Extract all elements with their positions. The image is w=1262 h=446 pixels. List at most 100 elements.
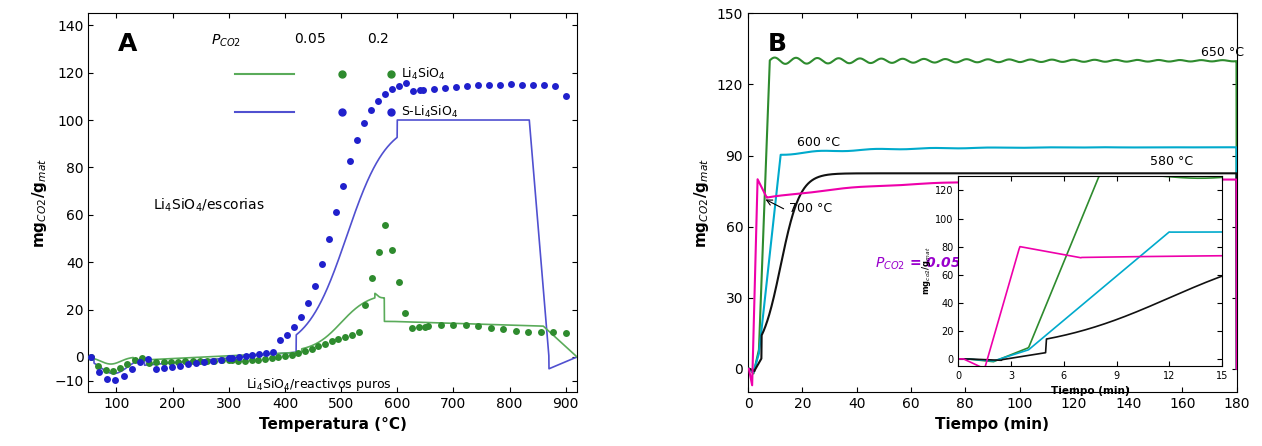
- Point: [326, 209, 346, 216]
- Point: [312, 260, 332, 268]
- Point: [443, 322, 463, 329]
- Point: [308, 343, 328, 350]
- Point: [302, 345, 322, 352]
- Point: [197, 357, 217, 364]
- Point: [348, 328, 369, 335]
- Point: [175, 358, 196, 365]
- Point: [401, 325, 422, 332]
- Point: [531, 329, 551, 336]
- Point: [434, 84, 454, 91]
- Point: [481, 324, 501, 331]
- Point: [445, 83, 466, 91]
- Point: [355, 301, 375, 309]
- X-axis label: Temperatura (°C): Temperatura (°C): [259, 417, 406, 432]
- Point: [506, 327, 526, 334]
- Point: [367, 97, 387, 104]
- Text: 650 °C: 650 °C: [1201, 46, 1244, 59]
- Point: [382, 86, 403, 93]
- Point: [555, 93, 575, 100]
- Text: $\mathit{0.05}$: $\mathit{0.05}$: [294, 33, 326, 46]
- Point: [284, 324, 304, 331]
- Point: [490, 81, 510, 88]
- Text: S-Li$_4$SiO$_4$: S-Li$_4$SiO$_4$: [401, 104, 458, 120]
- Y-axis label: mg$_{CO2}$/g$_{mat}$: mg$_{CO2}$/g$_{mat}$: [30, 158, 49, 248]
- Point: [249, 356, 269, 363]
- Point: [319, 235, 339, 243]
- Y-axis label: mg$_{CO2}$/g$_{mat}$: mg$_{CO2}$/g$_{mat}$: [693, 158, 712, 248]
- Point: [202, 357, 222, 364]
- Point: [146, 359, 167, 366]
- Point: [493, 326, 514, 333]
- Text: $\mathit{P_{CO2}}$ = 0.05: $\mathit{P_{CO2}}$ = 0.05: [875, 256, 962, 272]
- Point: [154, 364, 174, 372]
- X-axis label: Tiempo (min): Tiempo (min): [935, 417, 1050, 432]
- Point: [353, 120, 374, 127]
- Point: [81, 353, 101, 360]
- Point: [409, 324, 429, 331]
- Point: [139, 359, 159, 366]
- Point: [396, 80, 416, 87]
- Point: [204, 357, 225, 364]
- Point: [228, 357, 249, 364]
- Point: [241, 357, 261, 364]
- Point: [96, 367, 116, 374]
- Point: [339, 158, 360, 165]
- Point: [255, 355, 275, 363]
- Text: Li$_4$SiO$_4$/escorias: Li$_4$SiO$_4$/escorias: [153, 197, 265, 215]
- Point: [81, 353, 101, 360]
- Point: [456, 322, 476, 329]
- Point: [375, 91, 395, 98]
- Point: [102, 368, 122, 375]
- Point: [105, 377, 125, 384]
- Point: [413, 87, 433, 94]
- Point: [114, 372, 134, 380]
- Text: 600 °C: 600 °C: [796, 136, 840, 149]
- Point: [545, 82, 565, 89]
- Point: [382, 246, 403, 253]
- Point: [288, 349, 308, 356]
- Point: [333, 182, 353, 190]
- Text: Li$_4$SiO$_4$/reactivos puros: Li$_4$SiO$_4$/reactivos puros: [246, 376, 391, 393]
- Point: [212, 357, 232, 364]
- Point: [543, 328, 563, 335]
- Point: [221, 355, 241, 362]
- Point: [170, 362, 191, 369]
- Point: [410, 87, 430, 94]
- Text: B: B: [767, 33, 786, 56]
- Point: [228, 353, 249, 360]
- Point: [261, 355, 281, 362]
- Point: [292, 314, 312, 321]
- Point: [424, 86, 444, 93]
- Point: [275, 353, 295, 360]
- Point: [534, 82, 554, 89]
- Point: [328, 335, 348, 343]
- Point: [183, 358, 203, 365]
- Text: Li$_4$SiO$_4$: Li$_4$SiO$_4$: [401, 66, 445, 82]
- Text: $P_{CO2}$: $P_{CO2}$: [211, 33, 241, 49]
- Point: [316, 340, 336, 347]
- Point: [519, 328, 539, 335]
- Point: [395, 310, 415, 317]
- Point: [415, 323, 435, 330]
- Text: A: A: [117, 33, 138, 56]
- Point: [138, 355, 158, 362]
- Point: [418, 322, 438, 330]
- Point: [342, 332, 362, 339]
- Point: [264, 348, 284, 355]
- Point: [162, 363, 182, 370]
- Point: [256, 349, 276, 356]
- Point: [430, 322, 451, 329]
- Text: 700 °C: 700 °C: [789, 202, 832, 215]
- Point: [362, 275, 382, 282]
- Point: [270, 336, 290, 343]
- Point: [221, 356, 241, 363]
- Point: [250, 351, 270, 358]
- Point: [131, 355, 151, 362]
- Point: [403, 87, 423, 95]
- Text: 580 °C: 580 °C: [1150, 155, 1193, 168]
- Point: [235, 357, 255, 364]
- Point: [130, 359, 150, 366]
- Point: [218, 355, 239, 362]
- Point: [269, 354, 289, 361]
- Point: [295, 347, 316, 355]
